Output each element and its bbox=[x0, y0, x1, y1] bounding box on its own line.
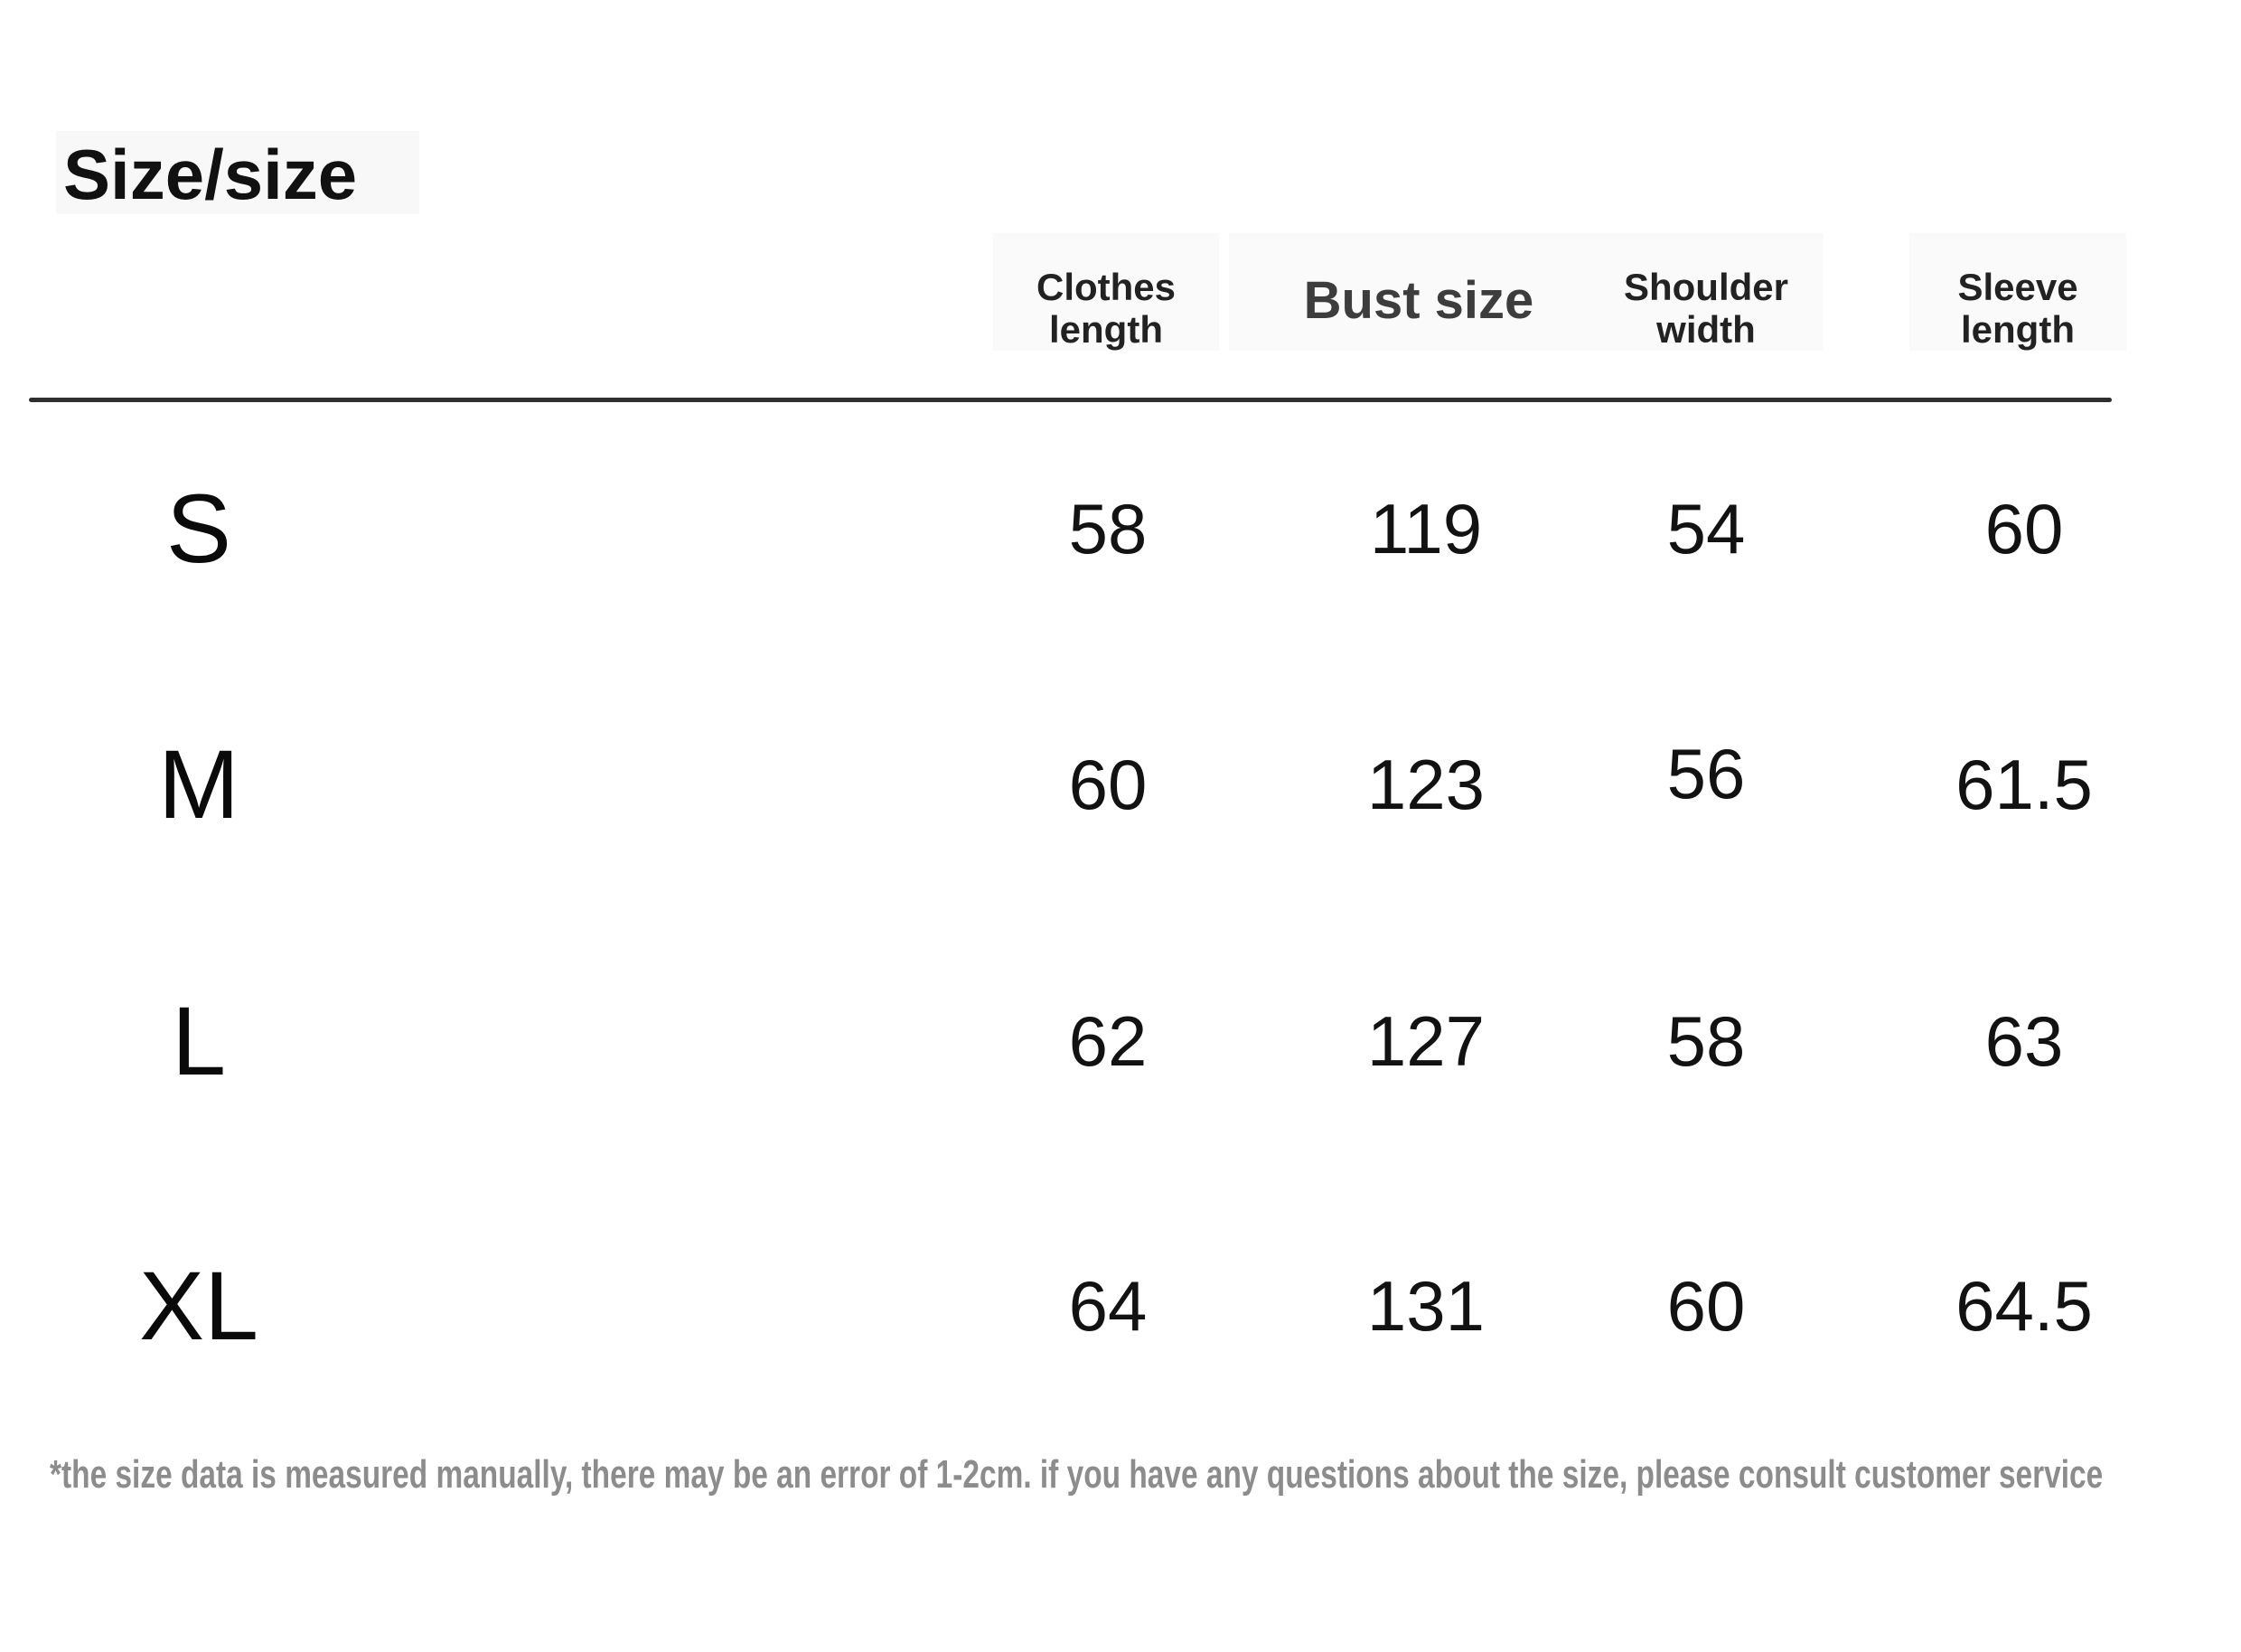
shoulder-width-value: 56 bbox=[1666, 734, 1746, 813]
shoulder-width-value: 54 bbox=[1666, 489, 1746, 568]
bust-size-value: 131 bbox=[1366, 1266, 1486, 1346]
clothes-length-value: 64 bbox=[1068, 1266, 1148, 1346]
page-title: Size/size bbox=[63, 135, 358, 214]
size-label: XL bbox=[138, 1251, 259, 1360]
shoulder-width-value: 60 bbox=[1666, 1266, 1746, 1346]
sleeve-length-value: 64.5 bbox=[1955, 1266, 2093, 1346]
table-row-s: S 58 119 54 60 bbox=[0, 456, 2241, 601]
header-divider-line bbox=[29, 398, 2112, 402]
sleeve-length-value: 60 bbox=[1984, 489, 2064, 568]
column-header-shoulder-width: Shoulder width bbox=[1589, 233, 1824, 351]
column-header-bust-size: Bust size bbox=[1229, 233, 1608, 351]
bust-size-value: 119 bbox=[1369, 489, 1483, 568]
size-label: M bbox=[158, 729, 239, 839]
bust-size-value: 127 bbox=[1366, 1001, 1486, 1081]
bust-size-value: 123 bbox=[1366, 745, 1486, 824]
size-label: L bbox=[171, 986, 227, 1095]
column-header-sleeve-length: Sleeve length bbox=[1909, 233, 2126, 351]
clothes-length-value: 58 bbox=[1068, 489, 1148, 568]
clothes-length-value: 60 bbox=[1068, 745, 1148, 824]
footnote: *the size data is measured manually, the… bbox=[50, 1452, 2104, 1497]
title-background-patch bbox=[56, 131, 419, 214]
shoulder-width-value: 58 bbox=[1666, 1001, 1746, 1081]
clothes-length-value: 62 bbox=[1068, 1001, 1148, 1081]
table-row-l: L 62 127 58 63 bbox=[0, 969, 2241, 1113]
sleeve-length-value: 61.5 bbox=[1955, 745, 2093, 824]
sleeve-length-value: 63 bbox=[1984, 1001, 2064, 1081]
column-header-clothes-length: Clothes length bbox=[993, 233, 1219, 351]
table-row-m: M 60 123 56 61.5 bbox=[0, 712, 2241, 857]
table-row-xl: XL 64 131 60 64.5 bbox=[0, 1234, 2241, 1378]
size-label: S bbox=[165, 474, 232, 583]
